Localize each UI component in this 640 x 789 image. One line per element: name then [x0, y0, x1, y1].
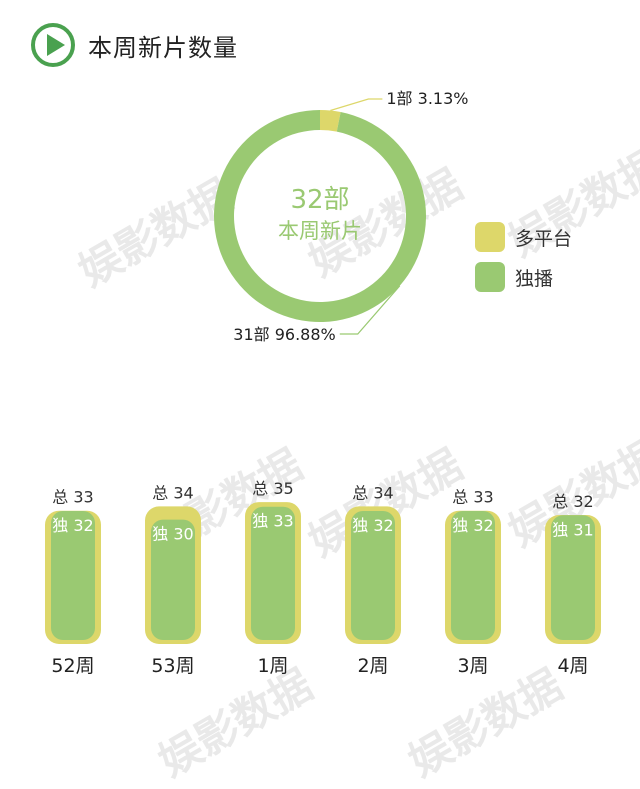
- donut-center-value: 32部: [290, 185, 349, 215]
- bar-category-label: 2周: [357, 655, 388, 677]
- bar-category-label: 3周: [457, 655, 488, 677]
- bar-exclusive: [151, 519, 195, 640]
- bar-category-label: 53周: [151, 655, 194, 677]
- legend-swatch-exclusive: [475, 262, 505, 292]
- pie-slice: [320, 110, 341, 132]
- bar-exclusive: [251, 506, 295, 640]
- bar-exclusive-label: 独 31: [552, 520, 593, 539]
- bar-exclusive-label: 独 32: [52, 516, 93, 535]
- bar-total-label: 总 34: [152, 483, 193, 502]
- bar-exclusive-label: 独 32: [452, 516, 493, 535]
- bar-exclusive-label: 独 33: [252, 512, 293, 531]
- bar-category-label: 4周: [557, 655, 588, 677]
- legend-item-exclusive: 独播: [475, 262, 572, 292]
- play-icon: [31, 23, 75, 67]
- bar-exclusive: [351, 511, 395, 640]
- bar-exclusive: [551, 515, 595, 640]
- bar-total-label: 总 35: [252, 479, 293, 498]
- bar-exclusive-label: 独 30: [152, 525, 193, 544]
- legend-item-multi-platform: 多平台: [475, 222, 572, 252]
- bar-category-label: 52周: [51, 655, 94, 677]
- bar-total-label: 总 33: [52, 488, 93, 507]
- bar-exclusive: [451, 511, 495, 640]
- legend: 多平台 独播: [475, 222, 572, 302]
- weekly-bar-chart: 总 33 独 32 52周 总 34 独 30 53周 总 35 独 33 1周 总 34 独 32…: [45, 479, 601, 677]
- slice-label-exclusive: 31部 96.88%: [233, 325, 335, 344]
- bar-category-label: 1周: [257, 655, 288, 677]
- page-title: 本周新片数量: [88, 33, 238, 62]
- bar-total-label: 总 33: [452, 488, 493, 507]
- header: 本周新片数量: [30, 22, 238, 68]
- donut-center-label: 本周新片: [278, 219, 362, 243]
- bar-total-label: 总 32: [552, 492, 593, 511]
- bar-exclusive: [51, 511, 95, 640]
- bar-total-label: 总 34: [352, 483, 393, 502]
- leader-line: [330, 98, 383, 112]
- slice-label-multi-platform: 1部 3.13%: [386, 89, 468, 108]
- leader-line: [339, 285, 401, 335]
- legend-swatch-multi-platform: [475, 222, 505, 252]
- legend-label-multi-platform: 多平台: [515, 227, 573, 250]
- legend-label-exclusive: 独播: [515, 267, 554, 290]
- bar-exclusive-label: 独 32: [352, 516, 393, 535]
